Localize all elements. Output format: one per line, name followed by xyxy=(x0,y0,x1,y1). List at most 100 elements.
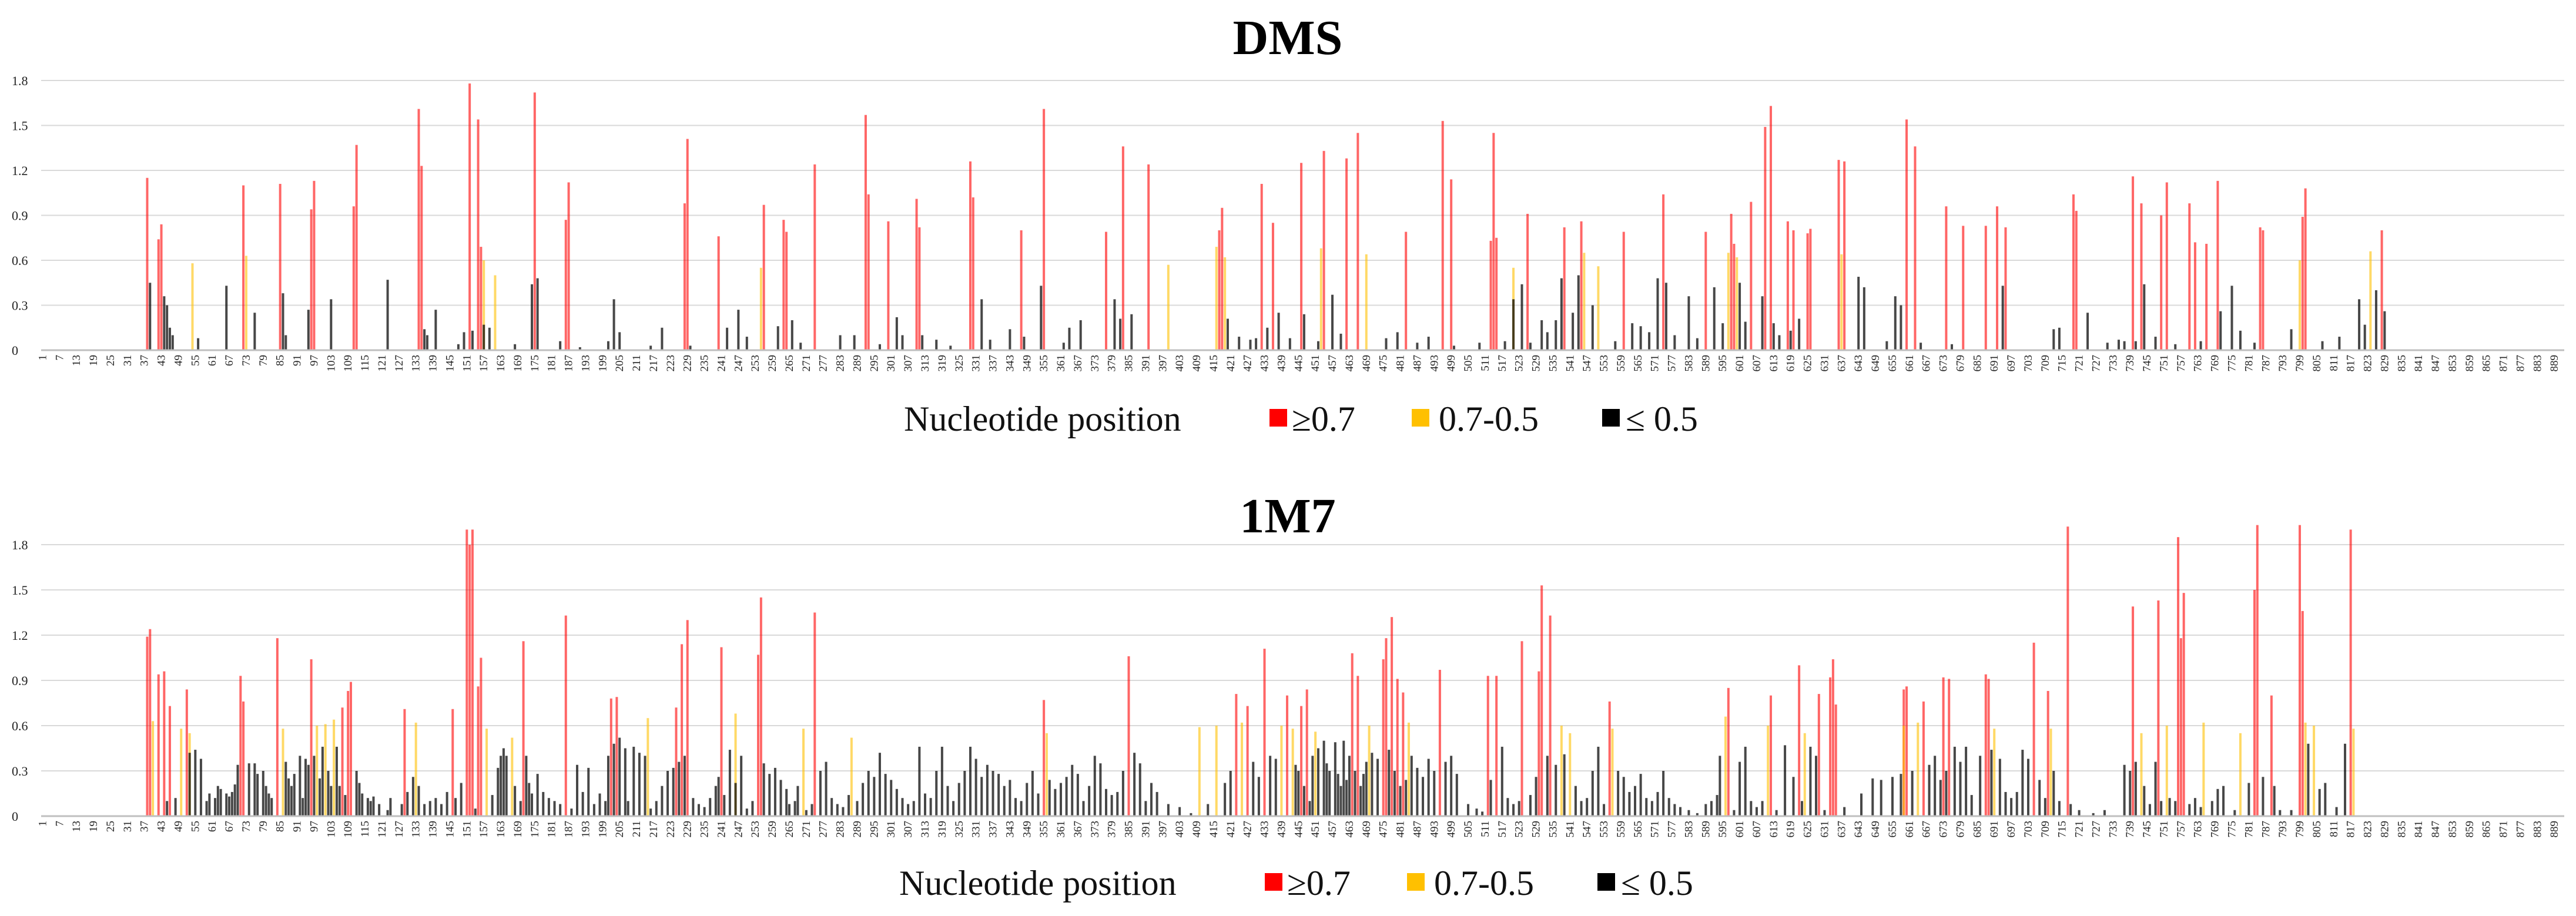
1m7-x-tick-label: 661 xyxy=(1904,821,1916,838)
1m7-bar xyxy=(957,783,960,816)
dms-bar xyxy=(782,220,785,350)
dms-bar xyxy=(799,343,802,350)
dms-bar xyxy=(683,203,686,350)
dms-bar xyxy=(477,119,480,351)
dms-bar xyxy=(2058,327,2061,350)
dms-bar xyxy=(1560,278,1563,350)
1m7-x-tick-label: 595 xyxy=(1717,821,1729,838)
1m7-x-tick-label: 493 xyxy=(1428,821,1441,838)
1m7-bar xyxy=(350,682,352,816)
1m7-bar xyxy=(1150,783,1153,816)
dms-bar xyxy=(1526,213,1529,350)
dms-bar xyxy=(1396,332,1399,350)
dms-x-tick-label: 409 xyxy=(1191,355,1203,372)
dms-x-tick-label: 49 xyxy=(172,355,185,366)
1m7-chart-panel: 1M7 0 0.3 0.6 0.9 1.2 1.5 1.8 1 7 13 19 25 31 37 43 49… xyxy=(12,489,2564,902)
1m7-bar xyxy=(270,798,273,816)
1m7-bar xyxy=(1359,786,1362,816)
1m7-x-tick-label: 343 xyxy=(1004,821,1016,838)
dms-bar xyxy=(471,330,474,350)
dms-x-tick-label: 151 xyxy=(461,355,473,372)
1m7-bar xyxy=(434,798,437,816)
dms-x-tick-label: 613 xyxy=(1768,355,1780,372)
dms-x-tick-label: 289 xyxy=(851,355,863,372)
dms-bar xyxy=(1345,158,1348,350)
1m7-x-tick-label: 337 xyxy=(987,821,1000,838)
1m7-bar xyxy=(1269,756,1272,816)
dms-x-tick-label: 763 xyxy=(2192,355,2205,372)
1m7-bar xyxy=(307,764,310,816)
1m7-bar xyxy=(1405,780,1408,816)
dms-bar xyxy=(1631,323,1634,350)
dms-bar xyxy=(1704,231,1707,350)
dms-bar xyxy=(1798,318,1801,350)
1m7-bar xyxy=(1215,726,1218,816)
1m7-bar xyxy=(324,724,327,816)
1m7-x-tick-label: 841 xyxy=(2413,821,2425,838)
1m7-bar xyxy=(378,804,381,816)
1m7-bar xyxy=(531,793,534,816)
dms-y-tick-label: 0.3 xyxy=(12,298,28,313)
dms-bar xyxy=(1043,109,1046,350)
dms-x-tick-label: 169 xyxy=(512,355,524,372)
1m7-bar xyxy=(1475,808,1478,816)
dms-x-tick-label: 499 xyxy=(1445,355,1458,372)
1m7-bar xyxy=(1696,813,1699,816)
1m7-bar xyxy=(1563,754,1566,816)
1m7-x-tick-label: 385 xyxy=(1123,821,1135,838)
dms-x-tick-label: 649 xyxy=(1870,355,1882,372)
1m7-bar xyxy=(216,786,219,816)
dms-x-tick-label: 241 xyxy=(715,355,728,372)
dms-bar xyxy=(2086,313,2089,350)
1m7-bar xyxy=(2318,789,2321,816)
1m7-bar xyxy=(1382,659,1385,816)
dms-bar xyxy=(1271,223,1274,350)
1m7-x-tick-label: 379 xyxy=(1106,821,1118,838)
1m7-bar xyxy=(1155,791,1158,816)
1m7-x-tick-label: 19 xyxy=(88,821,100,832)
dms-bar xyxy=(1356,133,1359,350)
1m7-bar xyxy=(1942,677,1945,816)
1m7-bar xyxy=(825,761,828,816)
1m7-bar xyxy=(525,756,528,816)
1m7-bar xyxy=(1020,801,1023,816)
dms-bar xyxy=(915,199,918,350)
1m7-bar xyxy=(581,791,584,816)
1m7-x-tick-label: 109 xyxy=(342,821,354,838)
dms-bar xyxy=(1614,341,1617,350)
1m7-bar xyxy=(1026,783,1029,816)
1m7-bar xyxy=(1356,676,1359,816)
1m7-bar xyxy=(1099,763,1102,816)
dms-x-tick-label: 817 xyxy=(2345,355,2357,372)
1m7-bar xyxy=(1667,798,1670,816)
dms-bar xyxy=(1920,343,1922,350)
1m7-bar xyxy=(276,638,279,816)
dms-x-tick-label: 733 xyxy=(2107,355,2119,372)
1m7-bar xyxy=(1438,670,1441,816)
1m7-bar xyxy=(2233,810,2236,816)
dms-bar xyxy=(1492,133,1495,350)
1m7-bar xyxy=(862,783,865,816)
1m7-bar xyxy=(1998,759,2001,816)
1m7-bar xyxy=(1229,771,1232,816)
dms-bar xyxy=(1020,230,1023,350)
1m7-bar xyxy=(403,709,406,816)
dms-bar xyxy=(2165,182,2168,350)
1m7-x-tick-label: 799 xyxy=(2294,821,2306,838)
1m7-x-tick-label: 37 xyxy=(139,821,151,832)
1m7-x-tick-label: 271 xyxy=(800,821,813,838)
1m7-bar xyxy=(1368,726,1371,816)
1m7-x-tick-label: 655 xyxy=(1887,821,1899,838)
1m7-bar xyxy=(1823,810,1826,816)
dms-x-tick-label: 859 xyxy=(2464,355,2476,372)
1m7-x-tick-label: 607 xyxy=(1751,821,1763,838)
1m7-bar xyxy=(607,756,609,816)
1m7-x-tick-label: 535 xyxy=(1547,821,1559,838)
1m7-bar xyxy=(511,737,514,816)
1m7-legend-swatch-high xyxy=(1265,873,1282,891)
dms-bar xyxy=(531,284,534,350)
1m7-bar xyxy=(542,791,545,816)
dms-x-tick-label: 109 xyxy=(342,355,354,372)
1m7-x-tick-label: 601 xyxy=(1734,821,1746,838)
1m7-bar xyxy=(2132,606,2135,816)
